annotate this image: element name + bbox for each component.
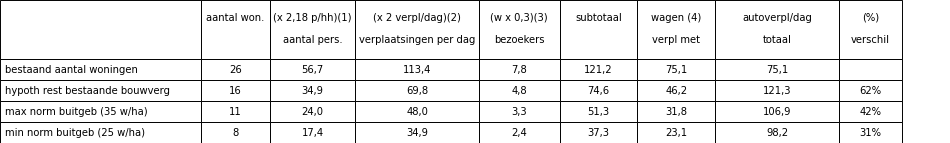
Bar: [715, 80, 839, 101]
Text: 3,3: 3,3: [511, 107, 527, 117]
Bar: [715, 101, 839, 122]
Bar: [637, 59, 715, 80]
Text: 75,1: 75,1: [766, 65, 788, 75]
Text: wagen (4): wagen (4): [652, 13, 701, 23]
Bar: [715, 0, 839, 59]
Text: 4,8: 4,8: [511, 86, 527, 96]
Bar: [201, 0, 270, 59]
Bar: [0, 0, 201, 59]
Text: 62%: 62%: [860, 86, 882, 96]
Text: 106,9: 106,9: [763, 107, 791, 117]
Text: 34,9: 34,9: [301, 86, 324, 96]
Text: aantal won.: aantal won.: [206, 13, 265, 23]
Bar: [479, 0, 560, 59]
Text: 26: 26: [229, 65, 242, 75]
Text: 31,8: 31,8: [665, 107, 688, 117]
Text: 24,0: 24,0: [301, 107, 324, 117]
Text: 8: 8: [233, 128, 238, 138]
Bar: [0, 101, 201, 122]
Text: min norm buitgeb (25 w/ha): min norm buitgeb (25 w/ha): [5, 128, 145, 138]
Text: 121,3: 121,3: [763, 86, 791, 96]
Text: aantal pers.: aantal pers.: [283, 35, 342, 45]
Text: (x 2,18 p/hh)(1): (x 2,18 p/hh)(1): [274, 13, 352, 23]
Text: verplaatsingen per dag: verplaatsingen per dag: [359, 35, 475, 45]
Text: verschil: verschil: [851, 35, 890, 45]
Text: 17,4: 17,4: [301, 128, 324, 138]
Bar: [0, 80, 201, 101]
Text: 11: 11: [229, 107, 242, 117]
Text: 34,9: 34,9: [406, 128, 428, 138]
Bar: [270, 101, 355, 122]
Bar: [560, 0, 637, 59]
Text: (w x 0,3)(3): (w x 0,3)(3): [490, 13, 548, 23]
Bar: [479, 101, 560, 122]
Bar: [637, 122, 715, 143]
Bar: [479, 80, 560, 101]
Bar: [560, 122, 637, 143]
Bar: [355, 59, 479, 80]
Bar: [839, 122, 902, 143]
Bar: [270, 59, 355, 80]
Bar: [355, 101, 479, 122]
Bar: [0, 59, 201, 80]
Text: 98,2: 98,2: [766, 128, 788, 138]
Bar: [355, 122, 479, 143]
Bar: [839, 0, 902, 59]
Text: 7,8: 7,8: [511, 65, 527, 75]
Bar: [637, 80, 715, 101]
Text: 37,3: 37,3: [587, 128, 610, 138]
Text: 31%: 31%: [860, 128, 882, 138]
Bar: [479, 122, 560, 143]
Bar: [637, 101, 715, 122]
Bar: [479, 59, 560, 80]
Bar: [560, 59, 637, 80]
Bar: [839, 59, 902, 80]
Bar: [201, 59, 270, 80]
Bar: [637, 0, 715, 59]
Text: 75,1: 75,1: [665, 65, 688, 75]
Bar: [355, 0, 479, 59]
Text: 51,3: 51,3: [587, 107, 610, 117]
Text: totaal: totaal: [763, 35, 791, 45]
Text: autoverpl/dag: autoverpl/dag: [742, 13, 812, 23]
Bar: [839, 101, 902, 122]
Bar: [839, 80, 902, 101]
Text: bezoekers: bezoekers: [494, 35, 544, 45]
Text: subtotaal: subtotaal: [575, 13, 622, 23]
Bar: [270, 122, 355, 143]
Text: 121,2: 121,2: [584, 65, 613, 75]
Text: verpl met: verpl met: [653, 35, 700, 45]
Bar: [270, 0, 355, 59]
Bar: [355, 80, 479, 101]
Bar: [715, 59, 839, 80]
Text: 23,1: 23,1: [665, 128, 688, 138]
Text: max norm buitgeb (35 w/ha): max norm buitgeb (35 w/ha): [5, 107, 147, 117]
Bar: [270, 80, 355, 101]
Text: (%): (%): [862, 13, 880, 23]
Text: 69,8: 69,8: [406, 86, 428, 96]
Text: bestaand aantal woningen: bestaand aantal woningen: [5, 65, 138, 75]
Text: (x 2 verpl/dag)(2): (x 2 verpl/dag)(2): [373, 13, 461, 23]
Text: 16: 16: [229, 86, 242, 96]
Text: 113,4: 113,4: [403, 65, 431, 75]
Text: 56,7: 56,7: [301, 65, 324, 75]
Bar: [560, 101, 637, 122]
Bar: [560, 80, 637, 101]
Text: hypoth rest bestaande bouwverg: hypoth rest bestaande bouwverg: [5, 86, 170, 96]
Text: 74,6: 74,6: [587, 86, 610, 96]
Text: 46,2: 46,2: [665, 86, 688, 96]
Bar: [201, 122, 270, 143]
Bar: [0, 122, 201, 143]
Text: 48,0: 48,0: [406, 107, 428, 117]
Bar: [715, 122, 839, 143]
Bar: [201, 80, 270, 101]
Text: 42%: 42%: [860, 107, 882, 117]
Bar: [201, 101, 270, 122]
Text: 2,4: 2,4: [511, 128, 527, 138]
